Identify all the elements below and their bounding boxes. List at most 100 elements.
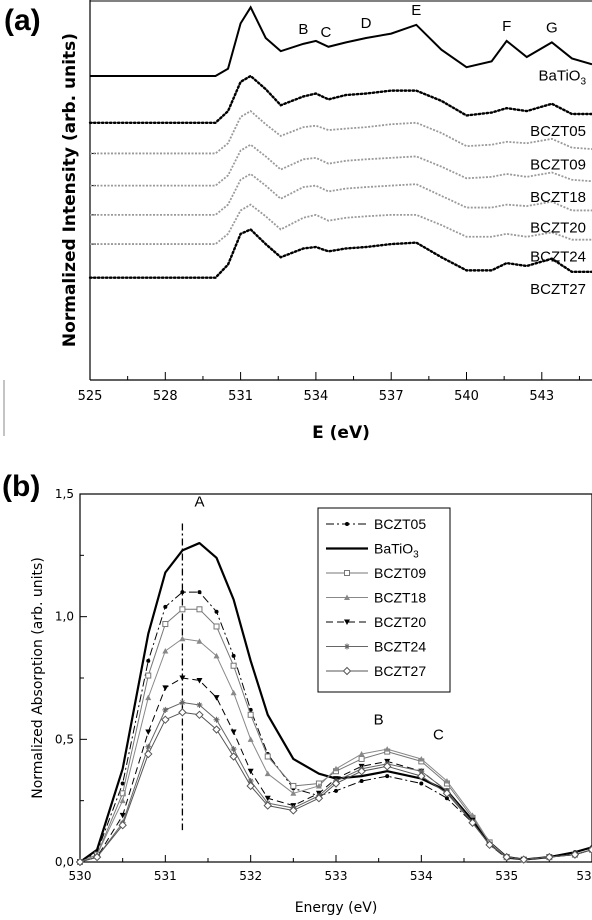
- panel-a-peak-labels: A BC D E F G: [246, 0, 558, 41]
- panel-b-legend-label: BCZT27: [374, 663, 426, 679]
- panel-b-x-tick-label: 535: [495, 869, 518, 883]
- panel-a-series-label: BCZT09: [530, 157, 586, 174]
- panel-a-series-BCZT05: [88, 74, 592, 124]
- panel-b-data-point: [418, 755, 425, 762]
- panel-b-data-point: [145, 672, 152, 679]
- panel-b-data-point: [162, 706, 169, 713]
- panel-b-data-point: [145, 694, 152, 701]
- panel-b-data-point: [289, 806, 298, 815]
- panel-b-data-point: [229, 752, 238, 761]
- panel-b-data-point: [144, 749, 153, 759]
- panel-b-data-point: [359, 779, 364, 784]
- panel-a-x-ticks: 525 528 531 534 537 540 543: [78, 372, 580, 404]
- panel-a-series-BCZT20: [90, 172, 592, 216]
- panel-a-peak-label: A: [246, 0, 256, 1]
- panel-a-x-tick-label: 540: [454, 389, 479, 404]
- panel-b-data-point: [443, 778, 450, 784]
- panel-a-peak-label: F: [502, 18, 511, 35]
- panel-b-label: (b): [2, 470, 40, 503]
- panel-b-data-point: [178, 708, 187, 717]
- panel-b-data-point: [502, 852, 511, 862]
- panel-b-data-point: [214, 609, 219, 614]
- panel-b-data-point: [197, 590, 202, 595]
- panel-a-series-BCZT18: [90, 143, 592, 187]
- panel-b-data-point: [162, 648, 169, 654]
- panel-b-data-point: [357, 767, 366, 776]
- panel-b-data-point: [247, 736, 254, 742]
- panel-a-series-BCZT24: [90, 203, 592, 245]
- panel-b-data-point: [247, 768, 254, 775]
- panel-a-peak-label: E: [411, 2, 421, 19]
- panel-b-data-point: [179, 635, 186, 642]
- panel-a-series-label: BCZT24: [530, 249, 586, 266]
- panel-b-data-point: [120, 781, 125, 786]
- panel-b-data-point: [264, 795, 271, 802]
- panel-b-y-axis-title: Normalized Absorption (arb. units): [30, 557, 46, 799]
- panel-b-data-point: [231, 653, 236, 658]
- panel-b-x-tick-label: 531: [154, 869, 177, 883]
- panel-b-legend-marker: [344, 643, 350, 650]
- panel-a-series-BaTiO3: [90, 5, 592, 77]
- panel-b-data-point: [442, 789, 452, 798]
- panel-b-data-point: [230, 689, 237, 696]
- panel-b-data-point: [468, 818, 477, 827]
- panel-b-data-point: [444, 796, 449, 801]
- panel-b-legend-marker: [344, 570, 350, 576]
- panel-b-peak-labels: A B C: [194, 493, 444, 743]
- panel-b-y-tick-label: 1,0: [55, 610, 74, 624]
- panel-a-peak-label: D: [361, 15, 372, 32]
- panel-b-x-ticks: 530 531 532 533 534 535 53: [69, 855, 592, 883]
- panel-b-data-point: [75, 857, 85, 867]
- panel-b-legend-marker: [344, 594, 350, 600]
- panel-b-data-point: [519, 855, 528, 864]
- panel-b-data-point: [246, 781, 255, 791]
- panel-b-legend: BCZT05 BaTiO3 BCZT09 BCZT18 BCZT20 BCZT24 BCZT…: [317, 507, 451, 693]
- panel-b-data-point: [213, 652, 220, 659]
- panel-b-data-point: [384, 746, 391, 752]
- panel-a-series-label-subscript: 3: [580, 76, 586, 87]
- panel-b-x-tick-label: 534: [410, 869, 433, 883]
- panel-b-legend-label: BCZT18: [374, 590, 426, 606]
- panel-b-x-tick-label: 530: [69, 869, 92, 883]
- panel-a-x-tick-label: 531: [228, 389, 253, 404]
- panel-b-legend-marker: [345, 522, 349, 526]
- panel-a-series-label: BaTiO3: [538, 67, 586, 87]
- panel-a-series-group: [88, 5, 592, 279]
- panel-b-data-point: [119, 812, 126, 819]
- panel-b-data-point: [196, 606, 203, 613]
- panel-b-data-point: [179, 606, 186, 613]
- panel-b-peak-label: C: [433, 726, 444, 743]
- panel-b-x-tick-label: 53: [576, 869, 591, 883]
- panel-b-data-point: [179, 699, 186, 706]
- panel-a-series-labels: BaTiO3 BCZT05 BCZT09 BCZT18 BCZT20 BCZT24 BCZT…: [530, 67, 586, 297]
- panel-b-data-point: [118, 820, 127, 830]
- panel-b-data-point: [417, 771, 426, 781]
- panel-b-data-point: [382, 762, 392, 771]
- panel-a-x-tick-label: 543: [529, 389, 554, 404]
- panel-a-series-label: BCZT05: [530, 123, 586, 140]
- panel-b-data-point: [419, 781, 424, 786]
- panel-b-data-point: [485, 840, 494, 850]
- panel-b-legend-label-subscript: 3: [413, 550, 419, 561]
- panel-a-frame: [3, 0, 592, 436]
- panel-b-data-point: [469, 812, 476, 818]
- panel-b-peak-label: B: [374, 712, 384, 729]
- panel-b-data-point: [315, 782, 322, 789]
- panel-b-data-point: [196, 638, 203, 644]
- panel-b-data-point: [418, 768, 425, 775]
- panel-a-peak-label: C: [321, 24, 332, 41]
- panel-a-peak-label: G: [546, 19, 558, 36]
- panel-b-x-axis-title: Energy (eV): [295, 900, 378, 916]
- panel-b-data-point: [212, 725, 221, 734]
- panel-a-series-label: BCZT18: [530, 189, 586, 206]
- panel-b-legend-label: BCZT09: [374, 565, 426, 581]
- panel-b-legend-marker: [342, 666, 352, 676]
- panel-b-data-point: [334, 788, 338, 793]
- panel-b-x-tick-label: 532: [239, 869, 262, 883]
- panel-b-data-point: [196, 701, 203, 708]
- panel-b-legend-marker: [344, 619, 350, 625]
- panel-a-peak-label: B: [298, 21, 308, 38]
- panel-b-data-point: [570, 850, 580, 859]
- panel-b-data-point: [264, 753, 271, 760]
